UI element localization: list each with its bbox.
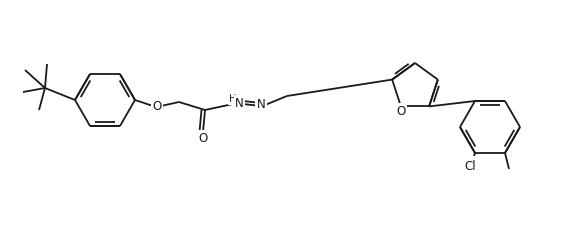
Text: O: O xyxy=(152,99,162,113)
Text: N: N xyxy=(257,98,266,110)
Text: O: O xyxy=(199,132,208,145)
Text: H: H xyxy=(230,94,237,104)
Text: Cl: Cl xyxy=(464,161,476,173)
Text: O: O xyxy=(396,105,406,118)
Text: N: N xyxy=(235,97,244,110)
